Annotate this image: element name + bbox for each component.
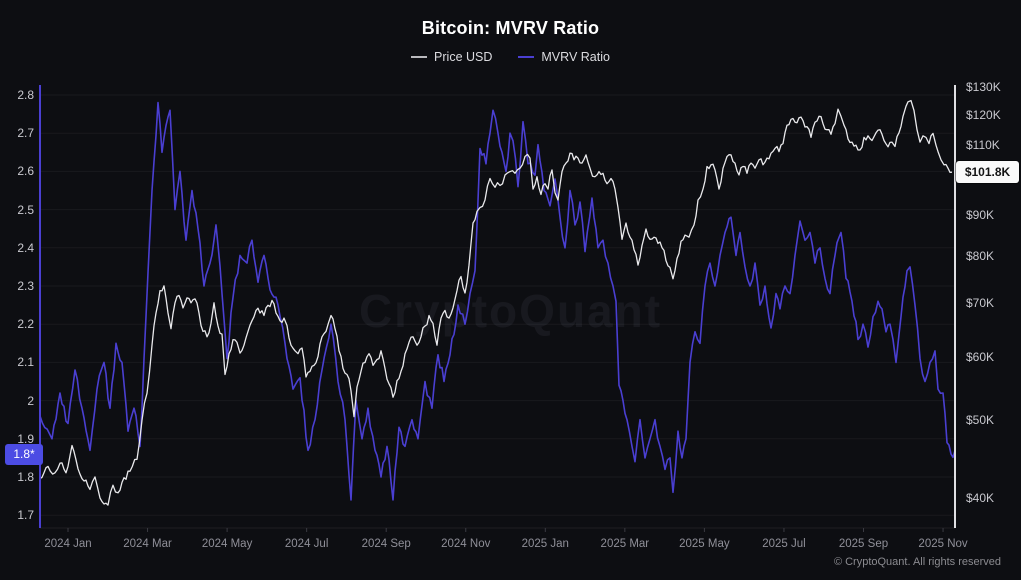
chart-title: Bitcoin: MVRV Ratio [421, 18, 600, 38]
y-right-tick-label: $50K [966, 413, 995, 428]
y-right-tick-label: $90K [966, 208, 995, 223]
y-left-tick-label: 2.6 [17, 164, 34, 179]
y-left-tick-label: 2.3 [17, 279, 34, 293]
x-tick-label: 2024 Sep [361, 538, 411, 550]
legend-item-price-usd[interactable]: Price USD [411, 50, 492, 64]
y-right-tick-label: $70K [966, 295, 995, 310]
copyright-text: © CryptoQuant. All rights reserved [833, 556, 1001, 568]
y-right-tick-label: $110K [966, 138, 1000, 153]
y-left-tick-label: 2.2 [17, 317, 34, 332]
y-left-tick-label: 1.8 [17, 470, 34, 484]
y-left-tick-label: 2.4 [17, 240, 34, 255]
x-tick-label: 2024 Nov [441, 538, 491, 550]
x-tick-label: 2024 Jan [44, 538, 92, 550]
x-tick-label: 2024 Mar [123, 538, 172, 550]
y-left-tick-label: 2.8 [17, 88, 34, 102]
legend: Price USD MVRV Ratio [0, 50, 1021, 64]
legend-label-mvrv-ratio: MVRV Ratio [541, 50, 610, 64]
mvrv-series-swatch [518, 56, 535, 58]
x-tick-label: 2025 Nov [918, 538, 968, 550]
x-tick-label: 2024 Jul [284, 538, 329, 550]
x-tick-label: 2025 Jan [521, 538, 569, 550]
x-tick-label: 2025 Jul [762, 538, 806, 550]
x-tick-label: 2024 May [201, 538, 253, 550]
y-right-tick-label: $80K [966, 249, 995, 264]
y-left-tick-label: 2 [27, 393, 34, 408]
price-series-swatch [411, 56, 428, 58]
price-usd-line [39, 99, 953, 506]
x-tick-label: 2025 May [679, 538, 730, 550]
x-tick-label: 2025 Mar [600, 538, 650, 550]
y-left-tick-label: 1.9 [17, 431, 34, 446]
mvrv-current-value-badge: 1.8* [5, 443, 43, 465]
y-right-tick-label: $130K [966, 79, 1001, 94]
y-left-tick-label: 1.7 [17, 508, 34, 523]
price-current-value-badge: $101.8K [956, 161, 1019, 184]
x-tick-label: 2025 Sep [838, 538, 889, 550]
y-right-tick-label: $120K [966, 107, 1001, 122]
y-right-tick-label: $40K [966, 491, 995, 505]
legend-label-price-usd: Price USD [434, 50, 493, 64]
y-right-tick-label: $60K [966, 349, 995, 364]
y-left-tick-label: 2.7 [17, 126, 34, 141]
legend-item-mvrv-ratio[interactable]: MVRV Ratio [518, 50, 610, 64]
y-left-tick-label: 2.1 [17, 355, 34, 370]
y-left-tick-label: 2.5 [17, 202, 34, 217]
mvrv-ratio-line [39, 101, 956, 501]
